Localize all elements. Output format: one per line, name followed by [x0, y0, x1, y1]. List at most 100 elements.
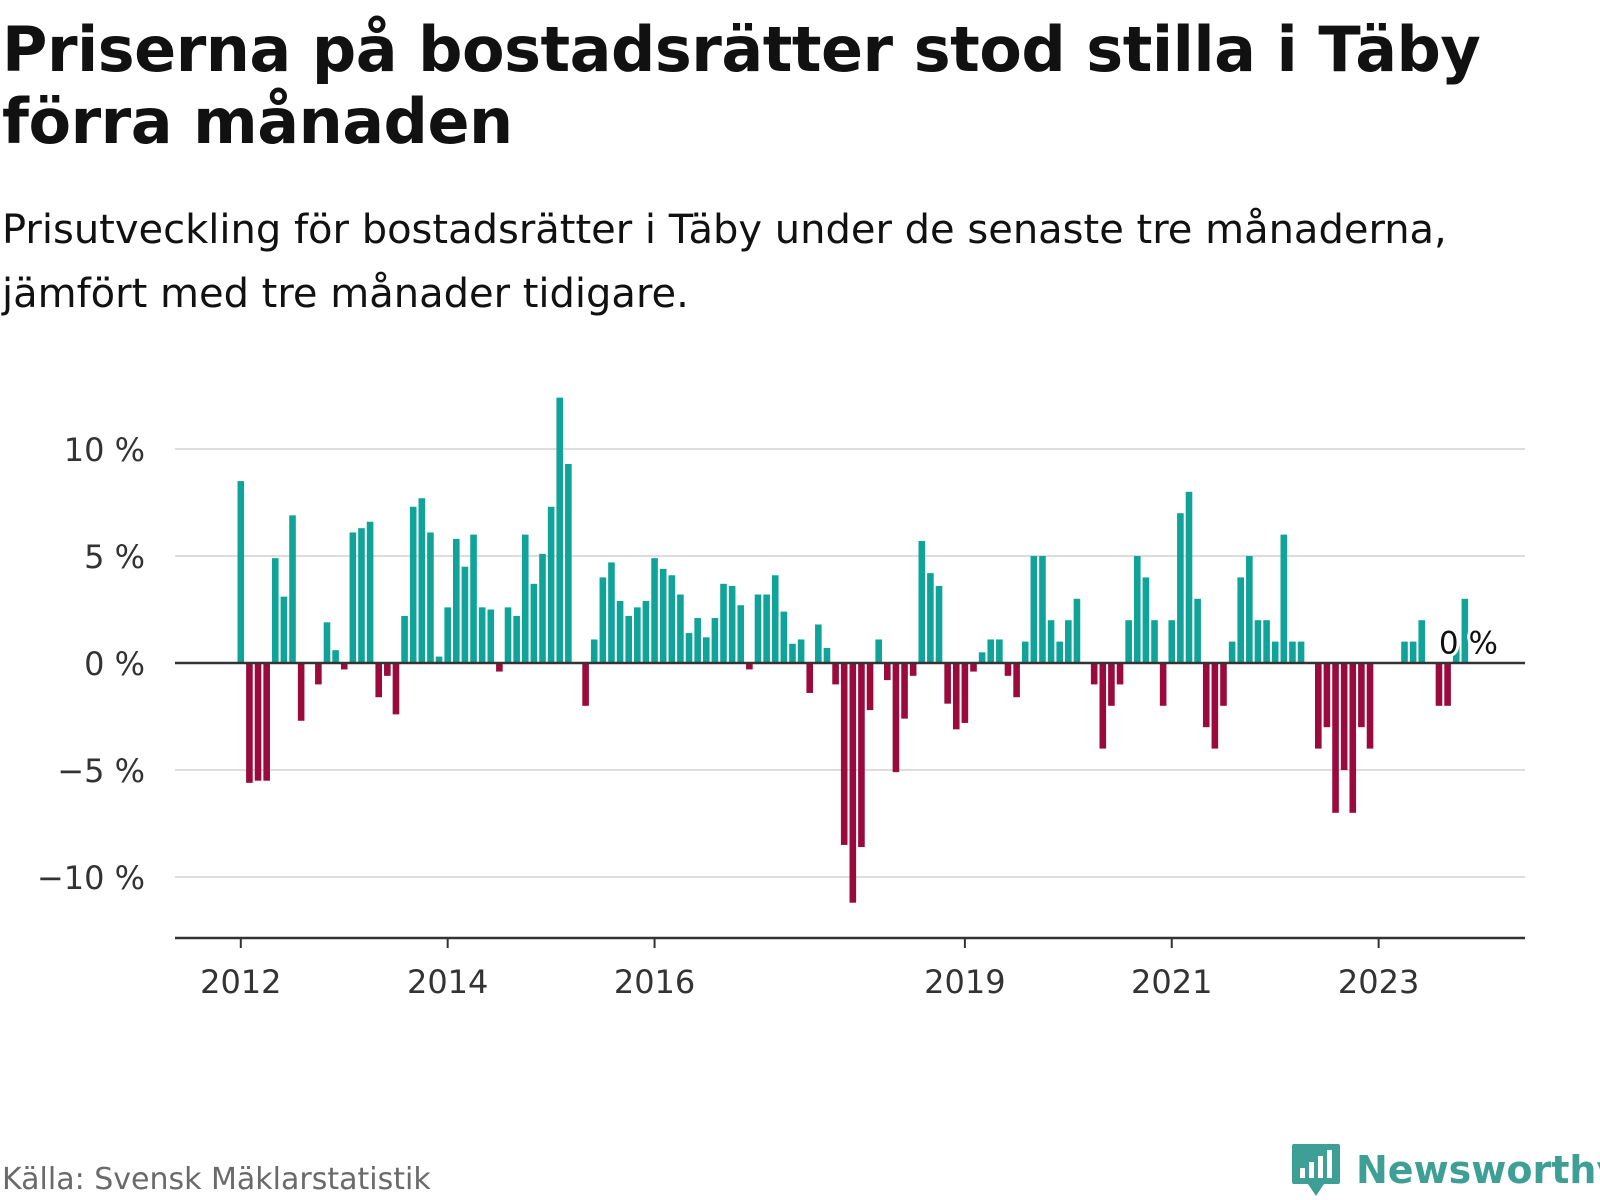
bar: [384, 663, 391, 676]
annotation-group: 0 %: [1436, 623, 1501, 665]
bar: [634, 607, 641, 663]
chart-subtitle: Prisutveckling för bostadsrätter i Täby …: [2, 207, 1447, 317]
bar: [461, 566, 469, 663]
bar: [927, 573, 934, 663]
bar: [444, 607, 451, 663]
bar: [1133, 556, 1141, 663]
bar: [935, 585, 943, 663]
bar: [702, 637, 710, 663]
bar: [608, 562, 615, 663]
bar: [556, 397, 564, 663]
bar: [1039, 556, 1046, 663]
bar: [789, 643, 796, 663]
bar: [1323, 663, 1331, 728]
brand-name: Newsworthy: [1356, 1148, 1600, 1192]
bar: [987, 639, 995, 663]
bar: [599, 577, 607, 663]
bar: [797, 639, 805, 663]
bar: [496, 663, 503, 672]
bar: [642, 600, 650, 663]
bar: [892, 663, 900, 773]
bar: [780, 611, 788, 663]
bar: [539, 553, 546, 663]
bar: [840, 663, 848, 845]
bar: [1315, 663, 1322, 749]
bar: [996, 639, 1003, 663]
bar: [866, 663, 874, 711]
bar: [297, 663, 305, 721]
bar: [513, 615, 520, 663]
bar: [1047, 620, 1055, 663]
bar: [1073, 598, 1081, 663]
x-tick-label: 2019: [924, 963, 1005, 1001]
bar: [1297, 641, 1305, 663]
bar: [521, 534, 529, 663]
bar: [1332, 663, 1339, 813]
bar: [685, 633, 693, 663]
bar: [754, 594, 762, 663]
bar: [1280, 534, 1288, 663]
bar: [375, 663, 383, 698]
bar: [1151, 620, 1158, 663]
bar: [918, 541, 926, 663]
bar: [884, 663, 891, 681]
bar: [711, 618, 719, 663]
x-tick-label: 2014: [407, 963, 488, 1001]
bar: [1211, 663, 1219, 749]
bar: [1004, 663, 1012, 676]
bar: [1349, 663, 1357, 813]
bar: [1142, 577, 1150, 663]
bar: [625, 615, 632, 663]
bar: [1340, 663, 1348, 770]
bar: [832, 663, 839, 685]
bar: [849, 663, 857, 903]
bar: [1409, 641, 1417, 663]
brand-logo-group[interactable]: Newsworthy: [1290, 1140, 1600, 1200]
bar: [728, 585, 736, 663]
bar: [1065, 620, 1072, 663]
newsworthy-logo-icon: [1292, 1144, 1340, 1196]
bar: [1220, 663, 1227, 706]
bar: [401, 615, 408, 663]
bar-chart: 10 % 5 % 0 % −5 % −10 % 2012 2014 2016 2019 2021…: [37, 397, 1525, 1001]
x-tick-label: 2023: [1338, 963, 1419, 1001]
bar: [358, 528, 365, 663]
y-tick-label: 0 %: [84, 645, 145, 683]
bar: [453, 538, 460, 663]
last-value-label: 0 %: [1439, 626, 1498, 662]
bar: [1021, 641, 1029, 663]
y-axis-labels: 10 % 5 % 0 % −5 % −10 %: [37, 431, 145, 897]
bar: [651, 558, 658, 663]
bar: [771, 575, 779, 663]
bar: [952, 663, 960, 730]
bar: [909, 663, 917, 676]
bar: [1125, 620, 1132, 663]
bar: [659, 568, 667, 663]
bar: [677, 594, 684, 663]
bar: [366, 521, 374, 663]
bar: [478, 607, 486, 663]
bar: [1013, 663, 1020, 698]
x-tick-label: 2021: [1131, 963, 1212, 1001]
bar: [1401, 641, 1408, 663]
bar: [315, 663, 322, 685]
bar: [1237, 577, 1245, 663]
bar: [1185, 491, 1193, 663]
bar: [1108, 663, 1115, 706]
bar: [970, 663, 977, 672]
bar: [1452, 641, 1460, 663]
source-note: Källa: Svensk Mäklarstatistik: [2, 1162, 431, 1197]
bar: [694, 618, 701, 663]
bar: [823, 648, 831, 663]
bar: [323, 622, 331, 663]
bar: [944, 663, 951, 704]
bar: [1461, 598, 1469, 663]
bar: [1435, 663, 1443, 706]
bar: [1202, 663, 1210, 728]
bar: [1263, 620, 1270, 663]
bar: [668, 575, 676, 663]
bar: [616, 600, 624, 663]
bar: [590, 639, 598, 663]
bar: [875, 639, 882, 663]
bar: [246, 663, 253, 783]
